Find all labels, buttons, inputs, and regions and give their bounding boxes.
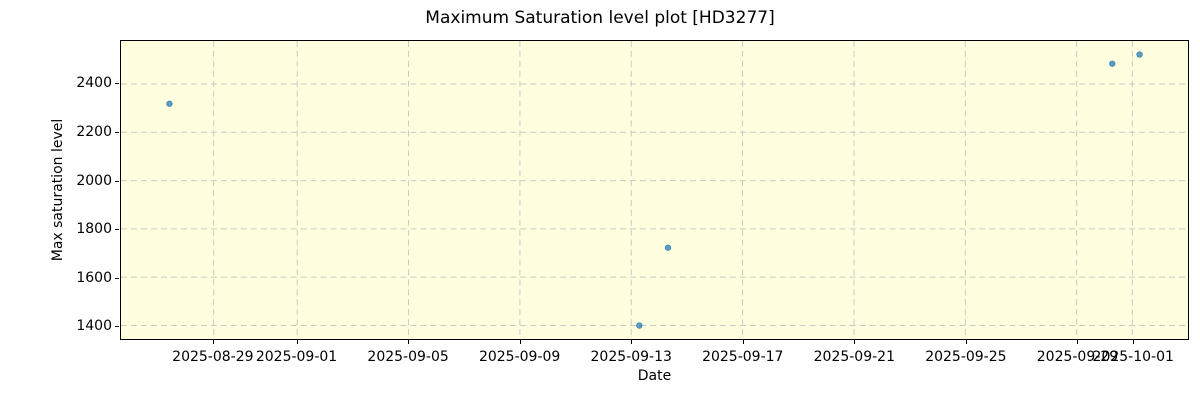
y-tick-label: 1400 (76, 318, 112, 335)
data-point (166, 100, 173, 107)
data-point (636, 322, 643, 329)
chart-title: Maximum Saturation level plot [HD3277] (425, 8, 775, 28)
y-tick-label: 2200 (76, 123, 112, 140)
x-tick-mark (742, 340, 744, 344)
y-tick-label: 2400 (76, 75, 112, 92)
y-tick-mark (115, 131, 119, 133)
x-tick-mark (854, 340, 856, 344)
x-tick-label: 2025-09-29 (1036, 349, 1119, 365)
x-tick-label: 2025-09-17 (702, 349, 784, 365)
x-tick-mark (408, 340, 410, 344)
x-tick-mark (1077, 340, 1079, 344)
x-tick-label: 2025-09-05 (367, 349, 449, 365)
x-tick-mark (296, 340, 298, 344)
x-tick-mark (1133, 340, 1135, 344)
x-tick-label: 2025-08-29 (172, 349, 254, 365)
x-tick-mark (519, 340, 521, 344)
x-tick-mark (965, 340, 967, 344)
x-tick-label: 2025-09-09 (478, 349, 561, 365)
x-tick-label: 2025-09-01 (255, 349, 338, 365)
y-tick-label: 1800 (76, 221, 112, 238)
x-tick-mark (631, 340, 633, 344)
x-tick-label: 2025-09-25 (925, 349, 1007, 365)
x-axis-label: Date (637, 368, 672, 384)
data-point (1136, 51, 1143, 58)
y-tick-mark (115, 83, 119, 85)
data-point (1109, 60, 1116, 67)
x-tick-mark (212, 340, 214, 344)
x-tick-label: 2025-09-13 (590, 349, 672, 365)
y-tick-label: 1600 (76, 269, 112, 286)
y-tick-label: 2000 (76, 172, 112, 189)
y-tick-mark (115, 277, 119, 279)
plot-canvas (121, 41, 1188, 339)
y-tick-mark (115, 229, 119, 231)
plot-area (120, 40, 1189, 340)
data-point (664, 244, 672, 251)
y-tick-mark (115, 180, 119, 182)
x-tick-label: 2025-09-21 (813, 349, 895, 365)
y-axis-label: Max saturation level (50, 118, 66, 262)
y-tick-mark (115, 326, 119, 328)
x-tick-label: 2025-10-01 (1092, 349, 1174, 365)
